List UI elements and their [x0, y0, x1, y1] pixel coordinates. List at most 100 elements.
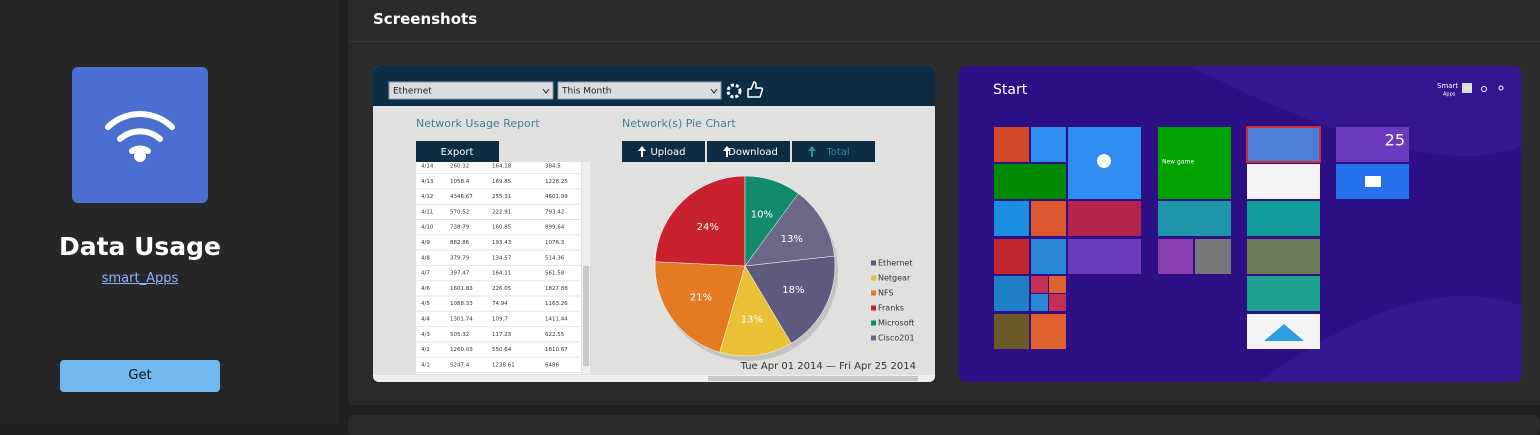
like-icon	[747, 81, 764, 98]
table-cell: 4/4	[421, 317, 430, 323]
legend-swatch	[871, 320, 876, 326]
table-cell: 550.64	[492, 347, 512, 353]
table-cell: 1601.83	[450, 286, 473, 292]
slice-label: 24%	[697, 222, 719, 233]
button-text: Upload	[650, 147, 685, 158]
export-text: Export	[441, 147, 474, 158]
scroll-thumb	[583, 266, 589, 366]
table-cell: 160.85	[492, 225, 512, 231]
table-cell: 1088.33	[450, 301, 473, 307]
report-title: Network Usage Report	[416, 117, 540, 130]
table-cell: 1411.44	[545, 317, 568, 323]
dropdown	[388, 81, 554, 100]
table-cell: 397.47	[450, 271, 470, 277]
table-cell: 4/6	[421, 286, 430, 292]
chevron	[710, 88, 718, 94]
table-cell: 4/11	[421, 209, 433, 215]
calendar-day: 25	[1385, 131, 1405, 150]
table-cell: 1228.25	[545, 179, 568, 185]
slice-label: 18%	[782, 285, 804, 296]
legend-swatch	[871, 275, 876, 281]
table-cell: 514.36	[545, 255, 565, 261]
table-cell: 4/3	[421, 332, 430, 338]
button-text: Total	[825, 147, 849, 158]
legend-label: Microsoft	[878, 319, 914, 328]
table-cell: 1163.26	[545, 301, 568, 307]
table-cell: 379.79	[450, 255, 470, 261]
wifi-icon	[105, 111, 175, 162]
start-title: Start	[993, 82, 1028, 98]
dropdown-text: Ethernet	[393, 87, 432, 97]
screenshot[interactable]: Start Smart Apps New game 25	[959, 66, 1521, 382]
pie-slice	[744, 255, 836, 344]
pie-slice	[654, 261, 746, 353]
gear-icon	[726, 83, 742, 99]
tiles	[994, 126, 1409, 349]
button-icon	[723, 146, 731, 157]
user-name: Smart	[1437, 82, 1458, 90]
swirl	[1189, 66, 1521, 382]
table-cell: 255.31	[492, 194, 511, 200]
app-panel: Data Usage smart_Apps Get	[0, 0, 338, 424]
table-cell: 505.32	[450, 332, 469, 338]
legend-swatch	[871, 290, 876, 296]
table-cell: 4346.67	[450, 194, 473, 200]
button-text: Download	[728, 147, 778, 158]
table-cell: 1260.03	[450, 347, 473, 353]
get-button[interactable]: Get	[60, 360, 220, 392]
legend-swatch	[871, 260, 876, 266]
table-cell: 882.86	[450, 240, 470, 246]
legend-label: NFS	[878, 289, 894, 298]
table-cell: 5247.4	[450, 362, 470, 368]
legend-swatch	[871, 305, 876, 311]
legend-label: Netgear	[878, 274, 911, 283]
table-cell: 6486	[545, 362, 559, 368]
app-icon	[72, 67, 208, 203]
table-cell: 222.91	[492, 209, 511, 215]
slice-label: 13%	[781, 234, 803, 245]
pie-slice	[719, 265, 792, 357]
table-cell: 4/7	[421, 271, 430, 277]
user-sub: Apps	[1443, 92, 1456, 98]
pie: 18% 13% 21% 24% 10% 13%	[654, 175, 838, 361]
legend-swatch	[871, 335, 876, 341]
legend-label: Franks	[878, 304, 904, 313]
table-cell: 134.57	[492, 255, 512, 261]
table-cell: 1827.88	[545, 286, 568, 292]
avatar	[1462, 83, 1472, 93]
divider	[348, 41, 1540, 42]
table-cell: 1810.67	[545, 347, 568, 353]
table-cell: 4/8	[421, 255, 430, 261]
table-cell: 561.58	[545, 271, 565, 277]
tile-label: New game	[1162, 159, 1194, 166]
table-cell: 117.23	[492, 332, 512, 338]
table-cell: 570.52	[450, 209, 469, 215]
dropdown	[557, 81, 722, 100]
table-cell: 793.42	[545, 209, 564, 215]
legend-label: Cisco201	[878, 334, 915, 343]
table-cell: 193.43	[492, 240, 512, 246]
slice-label: 21%	[690, 292, 712, 303]
screenshot[interactable]: Ethernet This Month Network Usage Report…	[373, 66, 935, 382]
table-cell: 164.11	[492, 271, 511, 277]
table-cell: 1076.3	[545, 240, 565, 246]
pie-slice	[744, 193, 835, 267]
legend: Ethernet Netgear NFS Franks Microsoft Cisco20…	[871, 259, 915, 343]
table-cell: 4/10	[421, 225, 434, 231]
publisher-link[interactable]: smart_Apps	[101, 271, 179, 286]
button-icon	[808, 146, 816, 157]
table-cell: 4/12	[421, 194, 433, 200]
table-cell: 1238.61	[492, 362, 515, 368]
table-cell: 74.94	[492, 301, 508, 307]
table	[416, 162, 581, 374]
h-scroll-thumb	[708, 376, 918, 381]
next-card	[348, 415, 1540, 435]
table-cell: 4/13	[421, 179, 434, 185]
table-cell: 1058.4	[450, 179, 470, 185]
search-icon	[1498, 85, 1504, 91]
legend-label: Ethernet	[878, 259, 912, 268]
section-title: Screenshots	[373, 10, 478, 28]
table-cell: 164.18	[492, 164, 512, 170]
table-cell: 4/2	[421, 347, 430, 353]
